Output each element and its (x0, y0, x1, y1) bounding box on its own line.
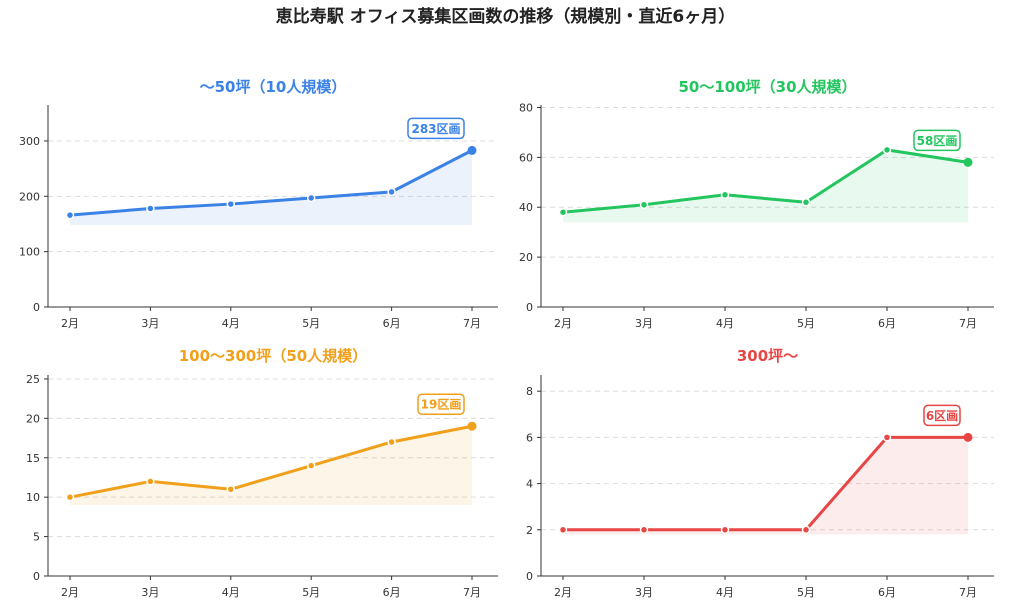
chart-panel-2: 50〜100坪（30人規模） 0 20 40 60 80 2月 3月 4月 5月 6月 7月 58区画 (519, 78, 994, 330)
x-tick-label: 3月 (141, 317, 159, 330)
callout-box (407, 117, 465, 140)
data-point (963, 432, 973, 442)
series-line (561, 435, 970, 532)
x-tick-label: 7月 (959, 317, 977, 330)
y-tick-label: 300 (19, 135, 40, 148)
data-point (467, 145, 477, 155)
data-point (639, 200, 649, 210)
x-tick-label: 2月 (61, 586, 79, 599)
chart-panel-4: 300坪〜 0 2 4 6 8 2月 3月 4月 5月 6月 7月 6区画 (526, 347, 994, 599)
chart-panel-3: 100〜300坪（50人規模） 0 5 10 15 20 25 2月 3月 4月 5月 6月 7月 19区… (26, 347, 498, 599)
series-area (70, 426, 472, 506)
data-point (558, 207, 568, 217)
y-tick-label: 100 (19, 246, 40, 259)
data-point (801, 198, 811, 207)
chart-title: 〜50坪（10人規模） (200, 78, 347, 96)
x-tick-label: 4月 (716, 317, 734, 330)
series-line (68, 424, 474, 499)
data-point (306, 461, 316, 470)
data-point (882, 433, 892, 442)
series-line (561, 148, 970, 214)
y-tick-label: 8 (526, 385, 533, 398)
y-tick-label: 0 (526, 301, 533, 314)
series-line (68, 148, 474, 217)
callout-label: 6区画 (926, 409, 958, 423)
series-area (70, 150, 472, 226)
x-tick-label: 5月 (797, 317, 815, 330)
chart-title: 50〜100坪（30人規模） (678, 78, 856, 96)
x-tick-label: 2月 (61, 317, 79, 330)
y-tick-label: 2 (526, 524, 533, 537)
x-tick-label: 7月 (959, 586, 977, 599)
y-tick-label: 5 (33, 531, 40, 544)
x-tick-label: 5月 (302, 586, 320, 599)
data-point (306, 193, 316, 203)
x-tick-label: 2月 (554, 586, 572, 599)
callout-label: 58区画 (917, 134, 958, 148)
x-tick-label: 3月 (635, 317, 653, 330)
data-point (226, 485, 236, 494)
x-tick-label: 6月 (878, 586, 896, 599)
data-point (882, 145, 892, 155)
chart-title: 100〜300坪（50人規模） (179, 347, 368, 365)
data-point (146, 204, 155, 213)
x-tick-label: 5月 (302, 317, 320, 330)
data-point (387, 437, 396, 447)
data-point (146, 477, 155, 486)
y-tick-label: 10 (26, 491, 40, 504)
chart-panel-1: 〜50坪（10人規模） 0 100 200 300 2月 3月 4月 5月 6月 7月 283区画 (19, 78, 498, 330)
y-tick-label: 40 (519, 201, 533, 214)
y-tick-label: 200 (19, 190, 40, 203)
data-point (720, 190, 730, 200)
callout-box (913, 129, 961, 152)
y-tick-label: 60 (519, 151, 533, 164)
x-tick-label: 3月 (141, 586, 159, 599)
x-tick-label: 2月 (554, 317, 572, 330)
data-point (387, 187, 396, 197)
callout-box (417, 393, 465, 415)
data-point (65, 492, 75, 502)
data-point (963, 157, 973, 167)
y-tick-label: 4 (526, 478, 533, 491)
x-tick-label: 7月 (463, 586, 481, 599)
y-tick-label: 0 (526, 570, 533, 583)
y-tick-label: 20 (519, 251, 533, 264)
series-area (563, 149, 968, 223)
y-tick-label: 80 (519, 101, 533, 114)
callout-label: 19区画 (421, 398, 462, 412)
data-point (65, 210, 75, 220)
data-point (720, 525, 730, 535)
data-point (558, 525, 568, 535)
x-tick-label: 6月 (383, 317, 401, 330)
y-tick-label: 0 (33, 570, 40, 583)
x-tick-label: 3月 (635, 586, 653, 599)
y-tick-label: 15 (26, 452, 40, 465)
x-tick-label: 6月 (878, 317, 896, 330)
x-tick-label: 5月 (797, 586, 815, 599)
x-tick-label: 4月 (716, 586, 734, 599)
y-tick-label: 20 (26, 412, 40, 425)
x-tick-label: 4月 (222, 586, 240, 599)
data-point (801, 525, 811, 535)
x-tick-label: 4月 (222, 317, 240, 330)
callout-label: 283区画 (411, 122, 460, 136)
page-title: 恵比寿駅 オフィス募集区画数の推移（規模別・直近6ヶ月） (275, 7, 736, 27)
x-tick-label: 7月 (463, 317, 481, 330)
series-area (563, 437, 968, 535)
y-tick-label: 25 (26, 373, 40, 386)
data-point (467, 421, 477, 431)
callout-box (923, 404, 961, 427)
chart-title: 300坪〜 (737, 347, 798, 365)
data-point (226, 199, 236, 209)
y-tick-label: 6 (526, 431, 533, 444)
y-tick-label: 0 (33, 301, 40, 314)
x-tick-label: 6月 (383, 586, 401, 599)
data-point (639, 525, 649, 535)
